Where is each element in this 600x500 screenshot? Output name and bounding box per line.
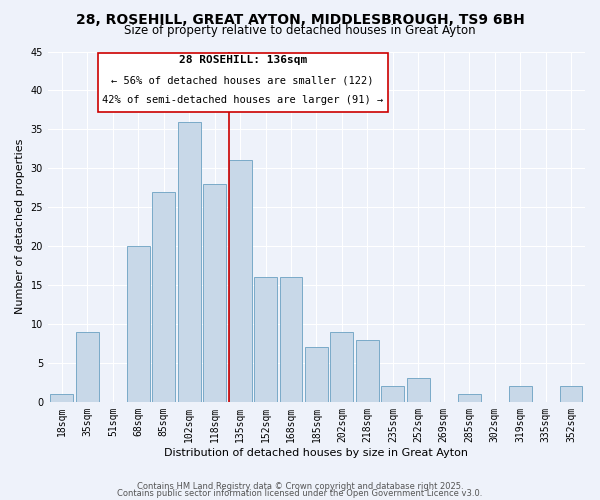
Bar [50, 394, 73, 402]
Text: Contains public sector information licensed under the Open Government Licence v3: Contains public sector information licen… [118, 489, 482, 498]
Bar [458, 394, 481, 402]
Text: 28 ROSEHILL: 136sqm: 28 ROSEHILL: 136sqm [179, 56, 307, 66]
Bar [560, 386, 583, 402]
Text: 42% of semi-detached houses are larger (91) →: 42% of semi-detached houses are larger (… [102, 95, 383, 105]
Bar [382, 386, 404, 402]
Text: ← 56% of detached houses are smaller (122): ← 56% of detached houses are smaller (12… [112, 75, 374, 85]
FancyBboxPatch shape [98, 53, 388, 112]
Bar [203, 184, 226, 402]
Bar [280, 278, 302, 402]
X-axis label: Distribution of detached houses by size in Great Ayton: Distribution of detached houses by size … [164, 448, 469, 458]
Bar [407, 378, 430, 402]
Bar [76, 332, 99, 402]
Bar [331, 332, 353, 402]
Bar [305, 348, 328, 402]
Text: Size of property relative to detached houses in Great Ayton: Size of property relative to detached ho… [124, 24, 476, 37]
Bar [152, 192, 175, 402]
Bar [356, 340, 379, 402]
Bar [509, 386, 532, 402]
Bar [127, 246, 150, 402]
Bar [178, 122, 200, 402]
Y-axis label: Number of detached properties: Number of detached properties [15, 139, 25, 314]
Bar [254, 278, 277, 402]
Bar [229, 160, 251, 402]
Text: 28, ROSEHILL, GREAT AYTON, MIDDLESBROUGH, TS9 6BH: 28, ROSEHILL, GREAT AYTON, MIDDLESBROUGH… [76, 12, 524, 26]
Text: Contains HM Land Registry data © Crown copyright and database right 2025.: Contains HM Land Registry data © Crown c… [137, 482, 463, 491]
